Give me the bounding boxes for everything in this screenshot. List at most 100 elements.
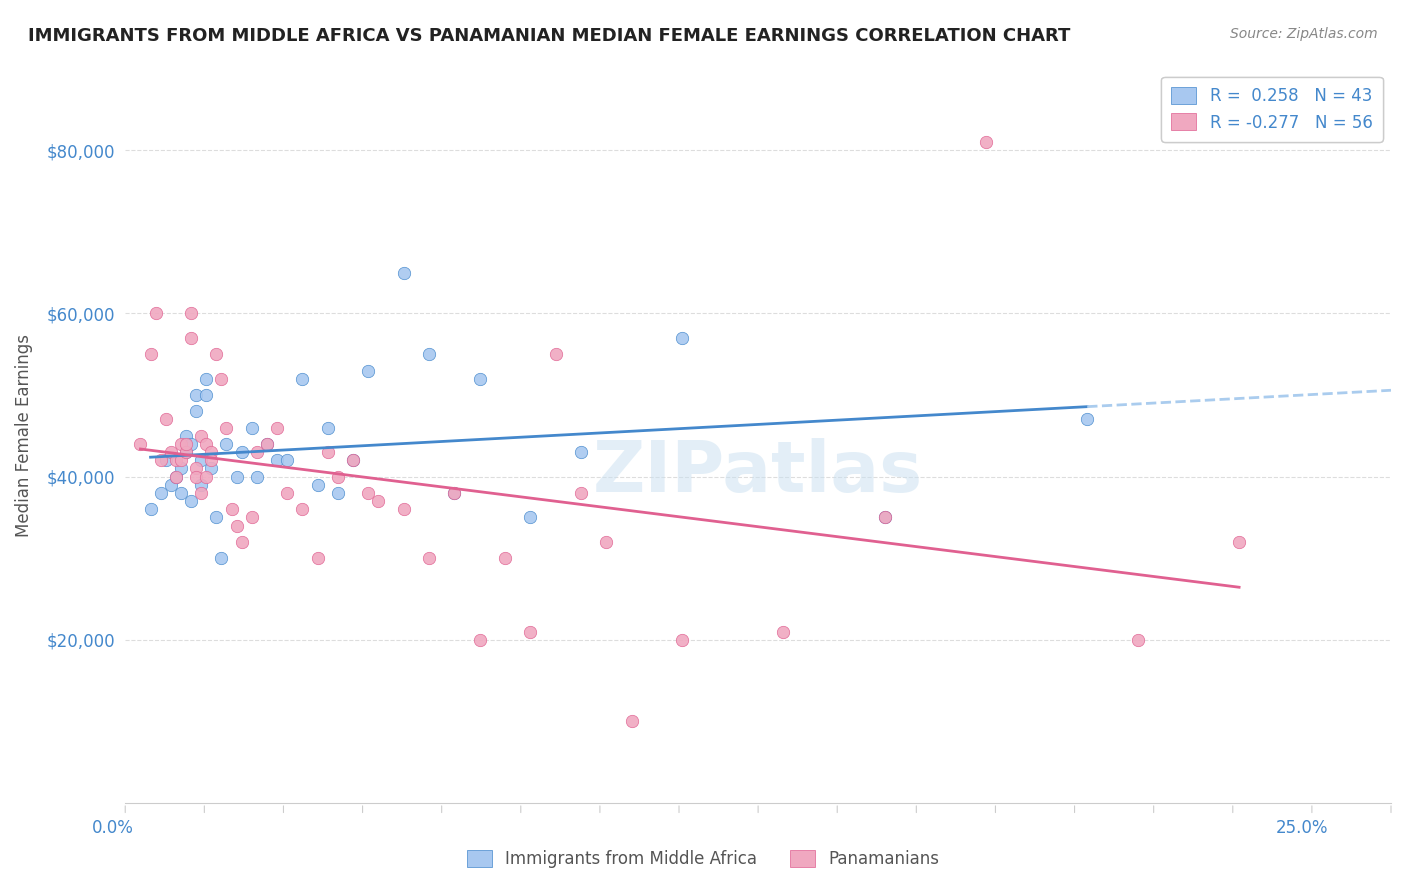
- Point: [139, 347, 162, 361]
- Point: [170, 453, 193, 467]
- Point: [165, 469, 187, 483]
- Point: [184, 461, 207, 475]
- Text: 25.0%: 25.0%: [1277, 819, 1329, 837]
- Text: 0.0%: 0.0%: [91, 819, 134, 837]
- Point: [190, 429, 212, 443]
- Point: [170, 461, 193, 475]
- Point: [418, 551, 440, 566]
- Point: [569, 445, 592, 459]
- Point: [316, 420, 339, 434]
- Point: [326, 469, 349, 483]
- Point: [139, 502, 162, 516]
- Point: [569, 486, 592, 500]
- Point: [357, 486, 380, 500]
- Point: [316, 445, 339, 459]
- Point: [256, 437, 278, 451]
- Point: [873, 510, 896, 524]
- Point: [225, 518, 247, 533]
- Point: [276, 453, 298, 467]
- Point: [195, 372, 218, 386]
- Point: [159, 445, 181, 459]
- Point: [155, 412, 177, 426]
- Point: [620, 714, 643, 729]
- Point: [231, 535, 253, 549]
- Point: [190, 486, 212, 500]
- Point: [184, 404, 207, 418]
- Point: [180, 494, 202, 508]
- Point: [174, 445, 197, 459]
- Text: Source: ZipAtlas.com: Source: ZipAtlas.com: [1230, 27, 1378, 41]
- Point: [149, 486, 172, 500]
- Point: [443, 486, 465, 500]
- Point: [165, 453, 187, 467]
- Point: [418, 347, 440, 361]
- Point: [180, 306, 202, 320]
- Point: [367, 494, 389, 508]
- Point: [184, 469, 207, 483]
- Point: [180, 437, 202, 451]
- Point: [174, 437, 197, 451]
- Point: [671, 331, 693, 345]
- Point: [170, 437, 193, 451]
- Point: [200, 445, 222, 459]
- Point: [1076, 412, 1098, 426]
- Point: [209, 551, 232, 566]
- Point: [276, 486, 298, 500]
- Text: IMMIGRANTS FROM MIDDLE AFRICA VS PANAMANIAN MEDIAN FEMALE EARNINGS CORRELATION C: IMMIGRANTS FROM MIDDLE AFRICA VS PANAMAN…: [28, 27, 1070, 45]
- Point: [180, 331, 202, 345]
- Point: [165, 469, 187, 483]
- Point: [246, 469, 269, 483]
- Point: [443, 486, 465, 500]
- Point: [357, 363, 380, 377]
- Point: [159, 477, 181, 491]
- Point: [231, 445, 253, 459]
- Point: [174, 429, 197, 443]
- Point: [519, 510, 541, 524]
- Point: [307, 477, 329, 491]
- Point: [671, 632, 693, 647]
- Point: [170, 486, 193, 500]
- Point: [544, 347, 567, 361]
- Point: [246, 445, 269, 459]
- Point: [772, 624, 794, 639]
- Point: [291, 372, 314, 386]
- Point: [190, 453, 212, 467]
- Point: [1126, 632, 1149, 647]
- Point: [184, 388, 207, 402]
- Point: [519, 624, 541, 639]
- Point: [494, 551, 516, 566]
- Point: [873, 510, 896, 524]
- Point: [205, 347, 228, 361]
- Point: [266, 453, 288, 467]
- Legend: R =  0.258   N = 43, R = -0.277   N = 56: R = 0.258 N = 43, R = -0.277 N = 56: [1161, 77, 1382, 142]
- Point: [326, 486, 349, 500]
- Point: [200, 461, 222, 475]
- Point: [291, 502, 314, 516]
- Point: [209, 372, 232, 386]
- Legend: Immigrants from Middle Africa, Panamanians: Immigrants from Middle Africa, Panamania…: [460, 843, 946, 875]
- Point: [595, 535, 617, 549]
- Point: [190, 477, 212, 491]
- Point: [392, 502, 415, 516]
- Point: [225, 469, 247, 483]
- Point: [145, 306, 167, 320]
- Point: [200, 453, 222, 467]
- Point: [468, 632, 491, 647]
- Text: ZIPatlas: ZIPatlas: [593, 438, 924, 507]
- Point: [392, 266, 415, 280]
- Point: [195, 469, 218, 483]
- Point: [174, 445, 197, 459]
- Point: [266, 420, 288, 434]
- Y-axis label: Median Female Earnings: Median Female Earnings: [15, 334, 32, 537]
- Point: [149, 453, 172, 467]
- Point: [155, 453, 177, 467]
- Point: [342, 453, 364, 467]
- Point: [221, 502, 243, 516]
- Point: [205, 510, 228, 524]
- Point: [307, 551, 329, 566]
- Point: [129, 437, 152, 451]
- Point: [195, 437, 218, 451]
- Point: [240, 420, 263, 434]
- Point: [215, 437, 238, 451]
- Point: [240, 510, 263, 524]
